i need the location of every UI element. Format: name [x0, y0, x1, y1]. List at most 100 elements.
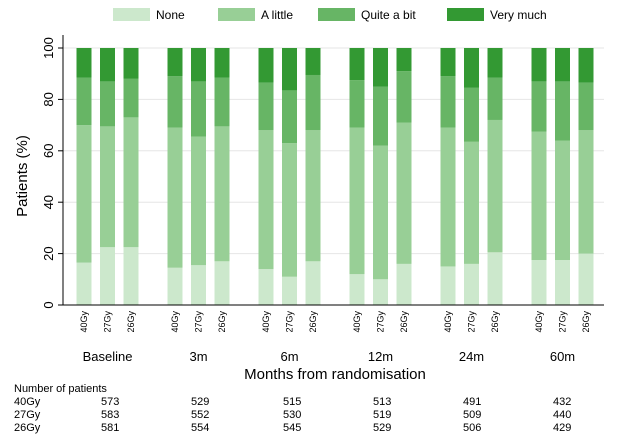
bar-segment [349, 80, 365, 128]
legend-label: Quite a bit [361, 8, 416, 22]
bar-segment [214, 77, 230, 127]
patients-count: 491 [463, 396, 482, 408]
bar-segment [349, 127, 365, 275]
patients-count: 554 [191, 422, 210, 434]
patients-table-title-text: Number of patients [14, 383, 107, 395]
bar-segment [282, 143, 297, 277]
bar-segment [578, 253, 594, 305]
arm-tick-label: 26Gy [126, 311, 136, 333]
legend-swatch [447, 8, 484, 21]
bar-segment [464, 48, 479, 88]
arm-tick-label: 27Gy [376, 311, 386, 333]
patients-count: 552 [191, 409, 210, 421]
bar-segment [555, 140, 570, 261]
legend: None A little Quite a bit Very much [113, 8, 547, 22]
patients-count: 440 [553, 409, 572, 421]
bar-segment [487, 77, 503, 120]
bar-segment [214, 48, 230, 78]
bar-segment [167, 127, 183, 268]
bar-segment [578, 82, 594, 131]
bar-segment [123, 78, 139, 118]
arm-tick-label: 26Gy [399, 311, 409, 333]
x-axis-label: Months from randomisation [244, 366, 426, 383]
legend-swatch [218, 8, 255, 21]
bar-segment [258, 130, 274, 270]
bar-segment [531, 48, 547, 82]
bar-segment [76, 262, 92, 305]
bar-segment [464, 263, 479, 305]
group-label: 60m [550, 349, 575, 364]
patients-count: 529 [373, 422, 392, 434]
arm-tick-label: 27Gy [103, 311, 113, 333]
bar-segment [191, 265, 206, 305]
bar-segment [531, 81, 547, 132]
patients-count: 429 [553, 422, 572, 434]
bar-segment [191, 136, 206, 266]
bar-segment [214, 126, 230, 262]
bar-segment [440, 266, 456, 305]
arm-tick-label: 26Gy [581, 311, 591, 333]
bar-segment [440, 76, 456, 128]
gridlines [63, 47, 604, 255]
x-labels: 40Gy 27Gy 26Gy Baseline 40Gy 27Gy 26Gy 3m 40Gy 27… [79, 311, 591, 364]
group-label: 12m [368, 349, 393, 364]
patients-count: 573 [101, 396, 120, 408]
arm-tick-label: 27Gy [558, 311, 568, 333]
bar-segment [167, 76, 183, 128]
bar-segment [396, 263, 412, 305]
arm-tick-label: 40Gy [170, 311, 180, 333]
bar-segment [191, 81, 206, 137]
bar-segment [167, 48, 183, 77]
bar-segment [100, 81, 115, 127]
bar-segment [258, 48, 274, 83]
arm-tick-label: 26Gy [308, 311, 318, 333]
bar-segment [396, 122, 412, 264]
patients-row-arm: 40Gy [14, 396, 41, 408]
bar-segment [578, 48, 594, 83]
patients-count: 432 [553, 396, 572, 408]
bar-segment [396, 48, 412, 72]
bars [76, 48, 594, 305]
bar-segment [123, 247, 139, 305]
bar-segment [531, 131, 547, 261]
bar-segment [349, 48, 365, 81]
bar-segment [123, 48, 139, 79]
bar-segment [305, 74, 321, 131]
bar-segment [487, 48, 503, 78]
legend-label: Very much [490, 8, 547, 22]
bar-segment [305, 130, 321, 262]
legend-label: None [156, 8, 185, 22]
arm-tick-label: 40Gy [443, 311, 453, 333]
bar-segment [76, 48, 92, 78]
bar-segment [578, 130, 594, 254]
y-axis-label: Patients (%) [14, 135, 31, 217]
arm-tick-label: 27Gy [285, 311, 295, 333]
group-label: 24m [459, 349, 484, 364]
arm-tick-label: 27Gy [194, 311, 204, 333]
axes: 0 20 40 60 80 100 [41, 35, 604, 309]
legend-label: A little [261, 8, 293, 22]
bar-segment [100, 126, 115, 248]
bar-segment [305, 48, 321, 75]
bar-segment [305, 261, 321, 305]
patients-row-arm: 26Gy [14, 422, 41, 434]
y-tick-label: 60 [41, 144, 56, 158]
bar-segment [373, 86, 388, 146]
group-label: Baseline [83, 349, 133, 364]
patients-row-arm: 27Gy [14, 409, 41, 421]
arm-tick-label: 40Gy [352, 311, 362, 333]
bar-segment [349, 274, 365, 305]
y-tick-label: 40 [41, 195, 56, 209]
bar-segment [555, 260, 570, 305]
patients-count: 529 [191, 396, 210, 408]
bar-segment [531, 260, 547, 305]
patients-count: 545 [283, 422, 302, 434]
legend-swatch [318, 8, 355, 21]
group-label: 3m [189, 349, 207, 364]
arm-tick-label: 40Gy [79, 311, 89, 333]
patients-count: 530 [283, 409, 302, 421]
bar-segment [373, 279, 388, 305]
arm-tick-label: 27Gy [467, 311, 477, 333]
patients-count: 515 [283, 396, 302, 408]
